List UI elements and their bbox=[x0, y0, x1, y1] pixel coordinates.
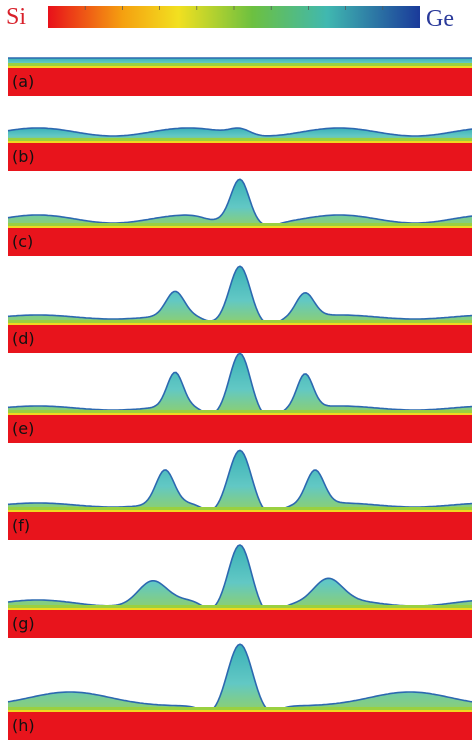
wetting-layer bbox=[8, 410, 472, 413]
interface bbox=[8, 141, 472, 143]
film bbox=[8, 545, 472, 608]
panel-label: (c) bbox=[12, 232, 33, 251]
substrate bbox=[8, 415, 472, 443]
wetting-layer bbox=[8, 605, 472, 608]
film bbox=[8, 266, 472, 323]
colorbar-right-label: Ge bbox=[426, 6, 454, 32]
substrate bbox=[8, 512, 472, 540]
interface bbox=[8, 710, 472, 712]
film-surface bbox=[7, 449, 472, 510]
substrate bbox=[8, 610, 472, 638]
wetting-layer bbox=[8, 63, 472, 66]
film bbox=[8, 128, 472, 141]
panel-label: (e) bbox=[12, 419, 34, 438]
substrate bbox=[8, 228, 472, 256]
interface bbox=[8, 510, 472, 512]
film-surface bbox=[7, 352, 472, 413]
panel-label: (b) bbox=[12, 147, 35, 166]
interface bbox=[8, 608, 472, 610]
film-surface bbox=[7, 127, 472, 137]
wetting-layer bbox=[8, 507, 472, 510]
panel-label: (g) bbox=[12, 614, 35, 633]
interface bbox=[8, 413, 472, 415]
substrate bbox=[8, 325, 472, 353]
film-surface bbox=[7, 643, 472, 710]
panel-label: (d) bbox=[12, 329, 35, 348]
panel-label: (a) bbox=[12, 72, 34, 91]
interface bbox=[8, 66, 472, 68]
film-surface bbox=[7, 265, 472, 323]
film bbox=[8, 179, 472, 226]
interface bbox=[8, 323, 472, 325]
substrate bbox=[8, 712, 472, 740]
wetting-layer bbox=[8, 223, 472, 226]
film bbox=[8, 450, 472, 510]
substrate bbox=[8, 143, 472, 171]
panel-label: (f) bbox=[12, 516, 30, 535]
wetting-layer bbox=[8, 320, 472, 323]
wetting-layer bbox=[8, 138, 472, 141]
film bbox=[8, 644, 472, 710]
colorbar bbox=[48, 6, 420, 28]
colorbar-left-label: Si bbox=[6, 4, 26, 30]
interface bbox=[8, 226, 472, 228]
film bbox=[8, 353, 472, 413]
film-surface bbox=[7, 178, 472, 226]
wetting-layer bbox=[8, 707, 472, 710]
substrate bbox=[8, 68, 472, 96]
panel-label: (h) bbox=[12, 716, 35, 735]
